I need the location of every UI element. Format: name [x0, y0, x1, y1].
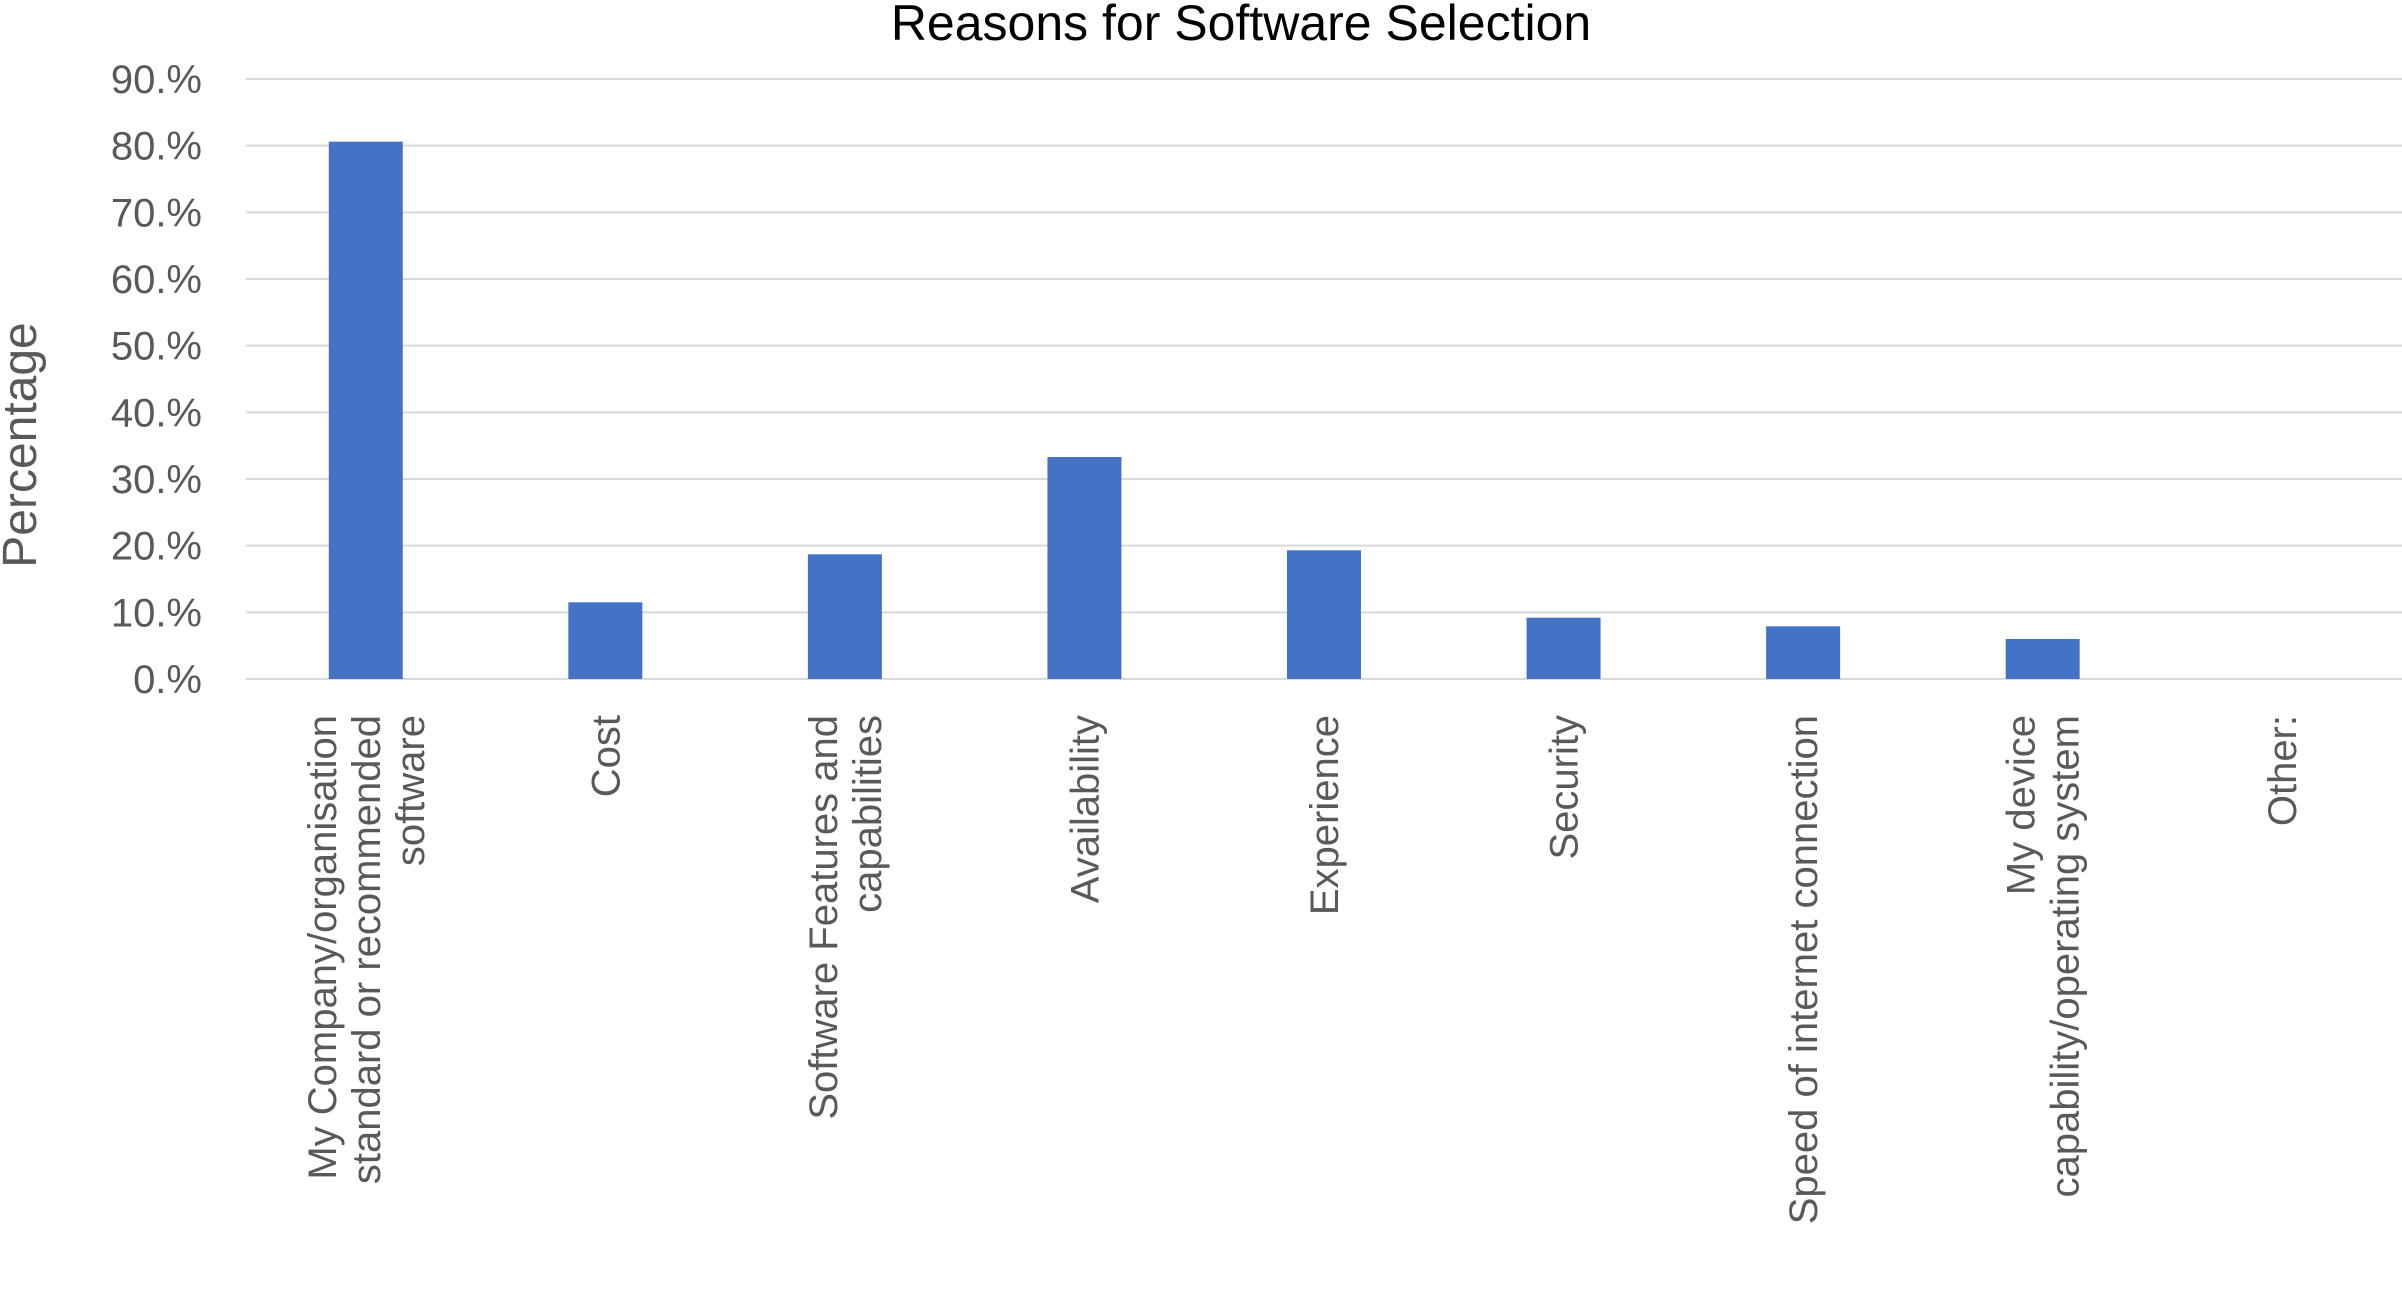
y-tick-label: 10.% [111, 591, 202, 635]
x-category-label-line: capability/operating system [2044, 715, 2088, 1197]
bar [1047, 457, 1122, 679]
y-tick-label: 20.% [111, 525, 202, 569]
bars [328, 141, 2080, 679]
bar [2005, 639, 2080, 679]
x-category-label-line: Cost [584, 715, 628, 797]
x-category-label: Availability [1063, 715, 1107, 903]
x-category-label: My device capability/operating system [2000, 715, 2088, 1197]
x-category-label-line: Experience [1303, 715, 1347, 915]
x-category-label: Other: [2261, 715, 2305, 826]
x-category-label: Security [1543, 715, 1587, 860]
y-tick-label: 40.% [111, 391, 202, 435]
x-category-label-line: My device [2000, 715, 2044, 895]
bar [1287, 550, 1361, 679]
x-category-label-line: Availability [1063, 715, 1107, 903]
y-axis-label: Percentage [0, 322, 47, 568]
x-category-label-line: My Company/organisation [301, 715, 345, 1180]
x-category-label-line: capabilities [846, 715, 890, 913]
x-category-label-line: Software Features and [802, 715, 846, 1120]
x-category-label: Speed of internet connection [1782, 715, 1826, 1224]
x-axis-category-labels: My Company/organisation standard or recom… [301, 715, 2305, 1224]
bar [568, 602, 643, 679]
chart-title: Reasons for Software Selection [891, 0, 1591, 51]
x-category-label: My Company/organisation standard or recom… [301, 715, 433, 1184]
y-tick-label: 0.% [133, 658, 202, 702]
y-tick-label: 90.% [111, 58, 202, 102]
x-category-label-line: Other: [2261, 715, 2305, 826]
x-category-label-line: standard or recommended [345, 715, 389, 1184]
x-category-label: Cost [584, 715, 628, 797]
x-category-label: Software Features and capabilities [802, 715, 890, 1120]
x-category-label-line: software [389, 715, 433, 866]
x-category-label-line: Speed of internet connection [1782, 715, 1826, 1224]
x-category-label-line: Security [1543, 715, 1587, 860]
bar [328, 141, 403, 679]
y-tick-label: 80.% [111, 125, 202, 169]
y-tick-label: 50.% [111, 325, 202, 369]
y-tick-label: 30.% [111, 458, 202, 502]
bar [1526, 617, 1601, 679]
x-category-label: Experience [1303, 715, 1347, 915]
y-tick-label: 70.% [111, 191, 202, 235]
bar [1766, 626, 1841, 679]
y-tick-label: 60.% [111, 258, 202, 302]
y-axis-ticks: 0.% 10.% 20.% 30.% 40.% 50.% 60.% 70.% 80.% 90.% [111, 58, 202, 702]
bar [807, 554, 882, 679]
